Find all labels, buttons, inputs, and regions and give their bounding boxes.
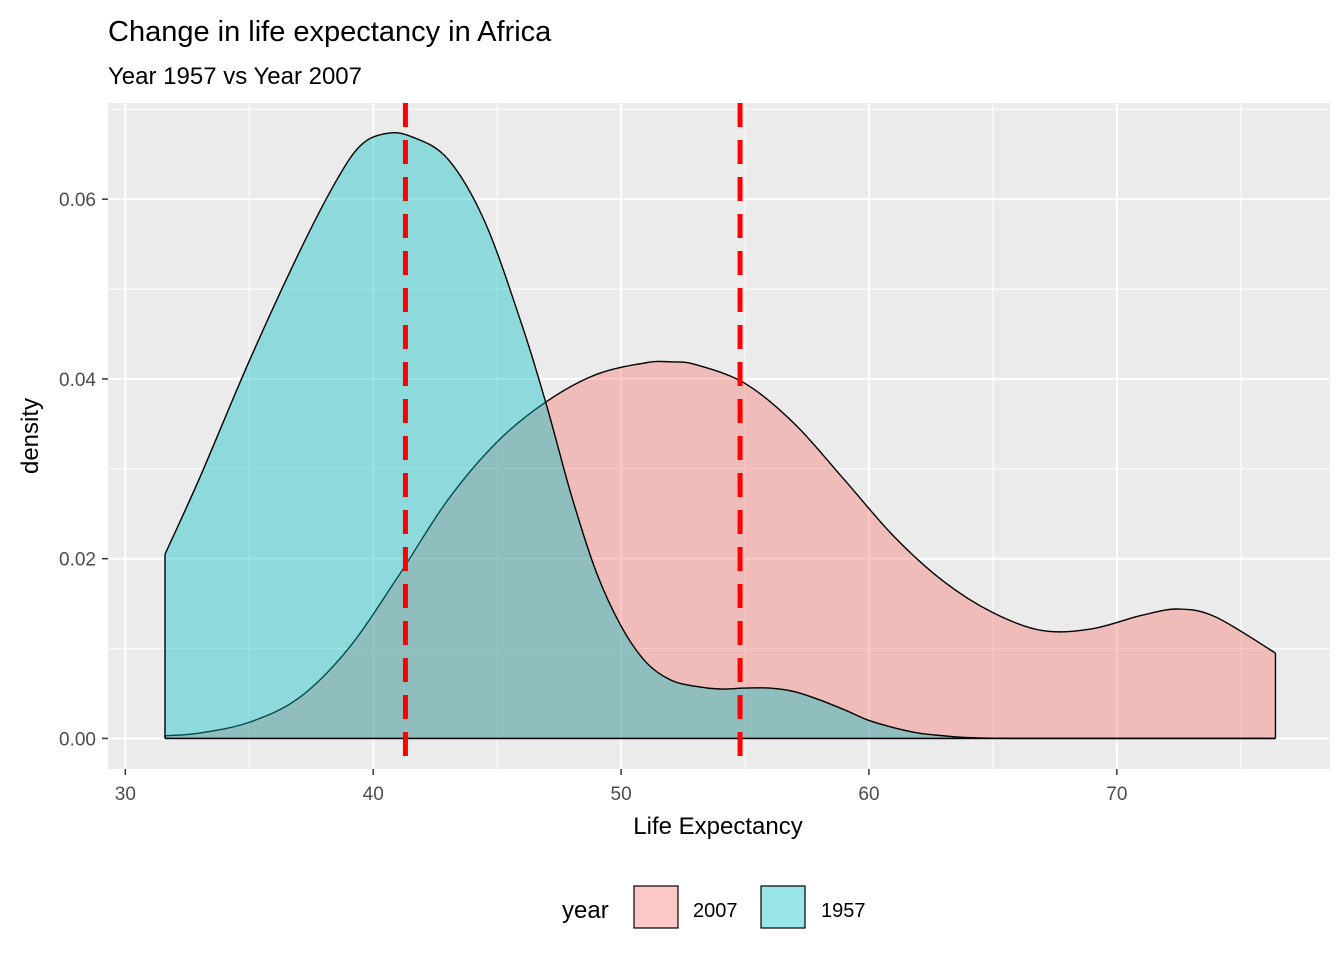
y-tick-label: 0.04 [59, 370, 96, 391]
legend-label-2007: 2007 [693, 900, 738, 922]
legend: year 2007 1957 [562, 885, 866, 929]
mean-lines [402, 103, 743, 769]
legend-title: year [562, 897, 609, 924]
x-tick-label: 40 [363, 784, 384, 805]
legend-label-1957: 1957 [821, 900, 866, 922]
x-axis-title: Life Expectancy [633, 813, 802, 840]
y-axis-title: density [17, 398, 44, 474]
chart-title: Change in life expectancy in Africa [108, 16, 552, 48]
plot-panel [108, 103, 1330, 769]
x-tick-label: 60 [858, 784, 879, 805]
density-area-1957 [165, 132, 1276, 739]
x-tick-label: 50 [611, 784, 632, 805]
density-curve-1957 [164, 131, 1276, 740]
density-area-2007 [165, 361, 1276, 739]
legend-key-2007 [633, 885, 679, 929]
legend-key-1957 [760, 885, 806, 929]
y-tick-label: 0.00 [59, 729, 96, 750]
density-curve-2007 [164, 360, 1276, 737]
chart-subtitle: Year 1957 vs Year 2007 [108, 63, 362, 90]
density-series [164, 131, 1277, 740]
x-tick-label: 30 [115, 784, 136, 805]
x-tick-label: 70 [1106, 784, 1127, 805]
axis-ticks: 30 40 50 60 70 0.00 0.02 0.04 0.06 [59, 190, 1127, 805]
y-tick-label: 0.06 [59, 190, 96, 211]
y-tick-label: 0.02 [59, 550, 96, 571]
